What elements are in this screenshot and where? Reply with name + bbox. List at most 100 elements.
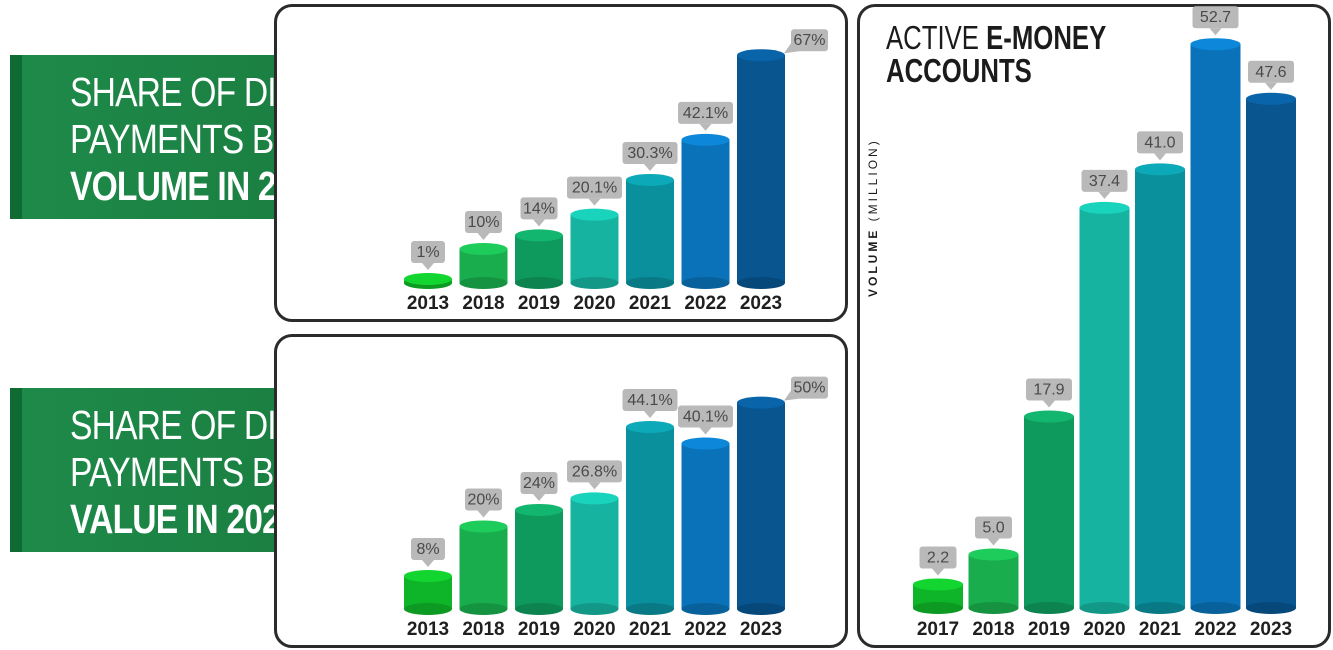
- value-label: 2.2: [927, 549, 949, 566]
- bar-base: [737, 603, 785, 615]
- callout-box: [1192, 6, 1239, 29]
- bar: [626, 173, 674, 289]
- value-label: 10%: [467, 214, 499, 231]
- value-callout: 17.9: [1026, 378, 1072, 408]
- bar-body: [1135, 169, 1185, 608]
- chart-volume: 2013 1% 2018 10% 2019 14% 2020 20.1% 2021 30.3% 20…: [404, 29, 828, 314]
- callout-pointer: [588, 198, 601, 206]
- bar-cap: [570, 208, 619, 221]
- chart-emoney: 2017 2.2 2018 5.0 2019 17.9 2020 37.4 2021 41.0 20…: [913, 6, 1296, 640]
- banner-value-line1: SHARE OF DIGITAL: [70, 402, 367, 448]
- callout-box: [1248, 60, 1294, 83]
- value-callout: 44.1%: [622, 388, 678, 418]
- category-label: 2019: [1028, 619, 1070, 640]
- callout-pointer: [477, 510, 490, 518]
- value-callout: 20.1%: [567, 176, 622, 206]
- category-label: 2021: [1139, 619, 1182, 640]
- bar-body: [515, 235, 563, 283]
- value-label: 41.0: [1144, 134, 1175, 151]
- bar: [681, 437, 730, 615]
- value-callout: 1%: [411, 241, 445, 270]
- bar-body: [737, 55, 785, 284]
- callout-pointer: [784, 43, 799, 54]
- callout-box: [465, 211, 502, 233]
- bar: [1079, 201, 1130, 614]
- bar-cap: [737, 49, 785, 62]
- callout-pointer: [422, 263, 434, 270]
- bar-cap: [913, 578, 963, 591]
- bar: [1024, 410, 1074, 614]
- bar: [968, 548, 1019, 614]
- banner-volume-line2: PAYMENTS BY: [70, 116, 296, 162]
- category-label: 2022: [684, 619, 726, 640]
- category-label: 2017: [917, 619, 959, 640]
- value-callout: 67%: [784, 29, 828, 54]
- value-callout: 10%: [465, 211, 502, 240]
- banner-value-line2: PAYMENTS BY: [70, 449, 296, 495]
- bar-cap: [1135, 163, 1185, 176]
- bar-cap: [404, 273, 452, 285]
- callout-box: [975, 516, 1012, 539]
- value-callout: 37.4: [1081, 169, 1128, 199]
- category-label: 2018: [462, 293, 504, 314]
- bar-body: [570, 498, 619, 609]
- bar-base: [1135, 602, 1185, 614]
- value-label: 50%: [793, 380, 825, 397]
- bar-cap: [968, 548, 1019, 561]
- callout-box: [1081, 169, 1128, 192]
- bar-base: [737, 277, 785, 289]
- callout-box: [520, 197, 558, 220]
- bar: [404, 569, 452, 615]
- callout-pointer: [987, 538, 1000, 546]
- bar-cap: [459, 243, 508, 255]
- value-callout: 30.3%: [622, 141, 678, 171]
- bar-base: [1190, 602, 1241, 614]
- bar-base: [1024, 602, 1074, 614]
- bar-cap: [737, 396, 785, 409]
- value-label: 42.1%: [683, 105, 728, 122]
- bar-base: [681, 603, 730, 615]
- value-label: 44.1%: [627, 392, 672, 409]
- bar-cap: [681, 133, 730, 146]
- bar-body: [913, 584, 963, 608]
- bar-cap: [1079, 201, 1130, 214]
- category-label: 2019: [518, 619, 560, 640]
- chart-value: 2013 8% 2018 20% 2019 24% 2020 26.8% 2021 44.1% 20…: [404, 376, 828, 640]
- bar-base: [515, 277, 563, 289]
- chart-title-line2: ACCOUNTS: [886, 52, 1032, 89]
- bar-base: [570, 603, 619, 615]
- callout-box: [1026, 378, 1072, 401]
- category-label: 2022: [1194, 619, 1236, 640]
- value-label: 37.4: [1089, 173, 1120, 190]
- value-label: 20%: [467, 491, 499, 508]
- banner-value-line3: VALUE IN 2023: [70, 496, 299, 542]
- value-callout: 40.1%: [678, 405, 733, 435]
- callout-pointer: [699, 427, 712, 435]
- chart-panel-volume: 2013 1% 2018 10% 2019 14% 2020 20.1% 2021 30.3% 20…: [274, 4, 848, 322]
- category-label: 2023: [740, 293, 782, 314]
- value-callout: 8%: [411, 537, 445, 567]
- bar-cap: [681, 437, 730, 450]
- bar: [515, 503, 563, 615]
- banner-volume-line1: SHARE OF DIGITAL: [70, 69, 367, 115]
- bar-base: [681, 277, 730, 289]
- callout-pointer: [784, 390, 799, 401]
- value-callout: 26.8%: [567, 460, 622, 490]
- bar-cap: [404, 569, 452, 582]
- value-callout: 20%: [465, 488, 502, 518]
- bar: [570, 208, 619, 289]
- value-label: 52.7: [1200, 9, 1231, 26]
- callout-box: [567, 460, 622, 483]
- bar-cap: [459, 520, 508, 533]
- bar-cap: [570, 492, 619, 505]
- bar-cap: [515, 229, 563, 242]
- category-label: 2020: [1083, 619, 1125, 640]
- bar-cap: [626, 173, 674, 186]
- value-label: 8%: [416, 541, 439, 558]
- value-label: 14%: [523, 200, 555, 217]
- bar-body: [737, 402, 785, 609]
- callout-pointer: [1154, 153, 1166, 161]
- value-label: 26.8%: [572, 463, 617, 480]
- callout-box: [567, 176, 622, 199]
- category-label: 2013: [407, 293, 449, 314]
